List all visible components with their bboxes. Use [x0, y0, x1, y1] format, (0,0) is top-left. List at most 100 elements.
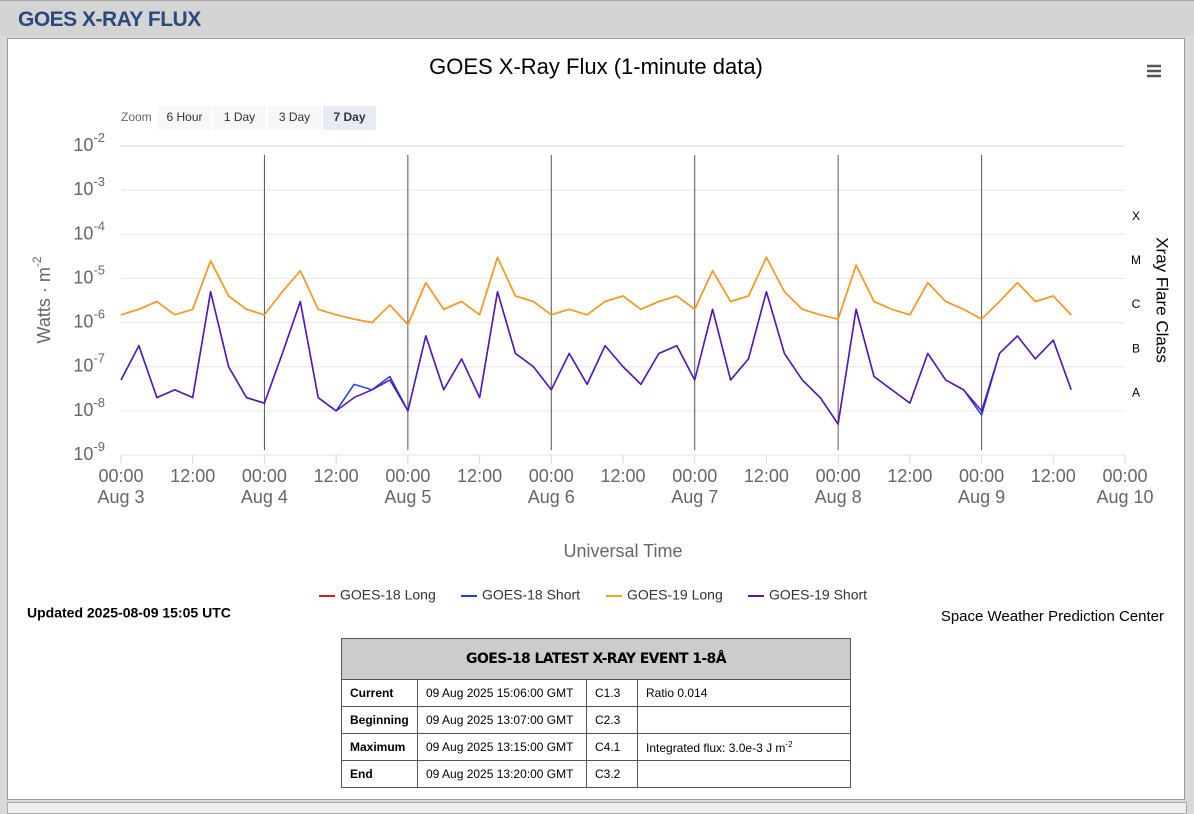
series-line: [120, 290, 1072, 425]
table-title: GOES-18 LATEST X-RAY EVENT 1-8Å: [341, 638, 851, 680]
menu-button[interactable]: [1140, 58, 1168, 84]
zoom-button-bg: [268, 106, 321, 130]
zoom-button[interactable]: 6 Hour: [158, 106, 211, 130]
y-tick-base: 10: [73, 179, 93, 199]
y-tick-label: 10-9: [73, 439, 105, 463]
y-tick-label: 10-8: [73, 395, 105, 419]
table-cell: End: [341, 760, 418, 788]
updated-note: Updated 2025-08-09 15:05 UTC: [27, 605, 231, 621]
x-tick-label: 12:00: [887, 466, 932, 486]
menu-icon: [1147, 64, 1161, 78]
x-tick-date: Aug 9: [958, 487, 1005, 507]
x-tick-label: 12:00: [1031, 466, 1076, 486]
legend-label: GOES-19 Long: [627, 587, 723, 603]
y-tick-label: 10-5: [73, 263, 105, 287]
legend-label: GOES-18 Long: [340, 587, 436, 603]
chart-title: GOES X-Ray Flux (1-minute data): [429, 54, 763, 79]
zoom-label: Zoom: [121, 110, 152, 124]
y-tick-base: 10: [73, 355, 93, 375]
y2-tick-label: A: [1132, 385, 1140, 399]
table-cell: C2.3: [586, 706, 638, 734]
x-tick-date: Aug 5: [384, 487, 431, 507]
y2-tick-label: M: [1131, 253, 1141, 267]
page-title: GOES X-RAY FLUX: [18, 8, 201, 31]
y-tick-base: 10: [73, 444, 93, 464]
zoom-button[interactable]: 7 Day: [323, 106, 376, 130]
x-tick-label: 00:00: [672, 466, 717, 486]
table-row: Beginning 09 Aug 2025 13:07:00 GMT C2.3: [341, 706, 851, 734]
legend-item[interactable]: GOES-18 Short: [461, 587, 580, 603]
y-axis-title: Watts · m-2: [30, 256, 54, 343]
table-cell: C4.1: [586, 733, 638, 761]
y-axis-title-sup: -2: [30, 256, 44, 267]
table-cell: [637, 760, 851, 788]
cell-sup: -2: [785, 739, 793, 749]
x-tick-label: 12:00: [314, 466, 359, 486]
zoom-button-bg: [323, 106, 376, 130]
zoom-button-label: 7 Day: [333, 110, 365, 124]
y-tick-exponent: -5: [93, 263, 105, 278]
y-tick-base: 10: [73, 135, 93, 155]
zoom-button[interactable]: 1 Day: [213, 106, 266, 130]
table-header-row: GOES-18 LATEST X-RAY EVENT 1-8Å: [341, 638, 851, 680]
table-cell: 09 Aug 2025 15:06:00 GMT: [417, 679, 587, 707]
x-tick-label: 00:00: [385, 466, 430, 486]
y2-tick-label: X: [1132, 209, 1140, 223]
zoom-button-bg: [213, 106, 266, 130]
legend-label: GOES-19 Short: [769, 587, 867, 603]
x-tick-date: Aug 8: [815, 487, 862, 507]
table-row: Maximum 09 Aug 2025 13:15:00 GMT C4.1 Integ…: [341, 733, 851, 761]
credit: Space Weather Prediction Center: [941, 608, 1164, 625]
y-tick-exponent: -2: [93, 130, 105, 145]
table-cell: [637, 706, 851, 734]
legend-item[interactable]: GOES-19 Long: [606, 587, 723, 603]
y-tick-exponent: -4: [93, 219, 105, 234]
y-tick-exponent: -8: [93, 395, 105, 410]
table-cell: 09 Aug 2025 13:20:00 GMT: [417, 760, 587, 788]
x-tick-date: Aug 6: [528, 487, 575, 507]
x-tick-label: 12:00: [744, 466, 789, 486]
y-tick-base: 10: [73, 223, 93, 243]
series-line: [120, 290, 1072, 425]
y-tick-base: 10: [73, 400, 93, 420]
y2-axis-title: Xray Flare Class: [1153, 237, 1172, 363]
x-tick-date: Aug 3: [97, 487, 144, 507]
legend-item[interactable]: GOES-19 Short: [748, 587, 867, 603]
x-tick-label: 12:00: [600, 466, 645, 486]
legend-label: GOES-18 Short: [482, 587, 580, 603]
y2-tick-label: B: [1132, 341, 1140, 355]
zoom-button-label: 3 Day: [279, 110, 310, 124]
x-tick-label: 12:00: [457, 466, 502, 486]
y-tick-label: 10-6: [73, 307, 105, 331]
x-tick-date: Aug 7: [671, 487, 718, 507]
event-table: GOES-18 LATEST X-RAY EVENT 1-8Å Current 09…: [341, 638, 851, 788]
y-tick-base: 10: [73, 267, 93, 287]
y-tick-base: 10: [73, 311, 93, 331]
zoom-button[interactable]: 3 Day: [268, 106, 321, 130]
cell-text: Integrated flux: 3.0e-3 J m: [646, 740, 786, 755]
x-tick-label: 00:00: [242, 466, 287, 486]
x-tick-label: 12:00: [170, 466, 215, 486]
y2-tick-label: C: [1132, 297, 1141, 311]
y-tick-label: 10-3: [73, 175, 105, 199]
table-cell: Beginning: [341, 706, 418, 734]
table-row: End 09 Aug 2025 13:20:00 GMT C3.2: [341, 760, 851, 788]
x-tick-label: 00:00: [959, 466, 1004, 486]
zoom-button-label: 6 Hour: [166, 110, 202, 124]
y-tick-exponent: -7: [93, 351, 105, 366]
y-axis-title-text: Watts · m: [34, 267, 54, 343]
y-tick-exponent: -3: [93, 175, 105, 190]
x-tick-label: 00:00: [529, 466, 574, 486]
x-tick-label: 00:00: [816, 466, 861, 486]
table-cell: 09 Aug 2025 13:15:00 GMT: [417, 733, 587, 761]
table-cell: Integrated flux: 3.0e-3 J m-2: [637, 733, 851, 761]
y-tick-label: 10-4: [73, 219, 105, 243]
legend-item[interactable]: GOES-18 Long: [319, 587, 436, 603]
zoom-button-label: 1 Day: [224, 110, 255, 124]
series-line: [120, 256, 1072, 326]
x-tick-label: 00:00: [1102, 466, 1147, 486]
x-tick-label: 00:00: [98, 466, 143, 486]
table-cell: C3.2: [586, 760, 638, 788]
